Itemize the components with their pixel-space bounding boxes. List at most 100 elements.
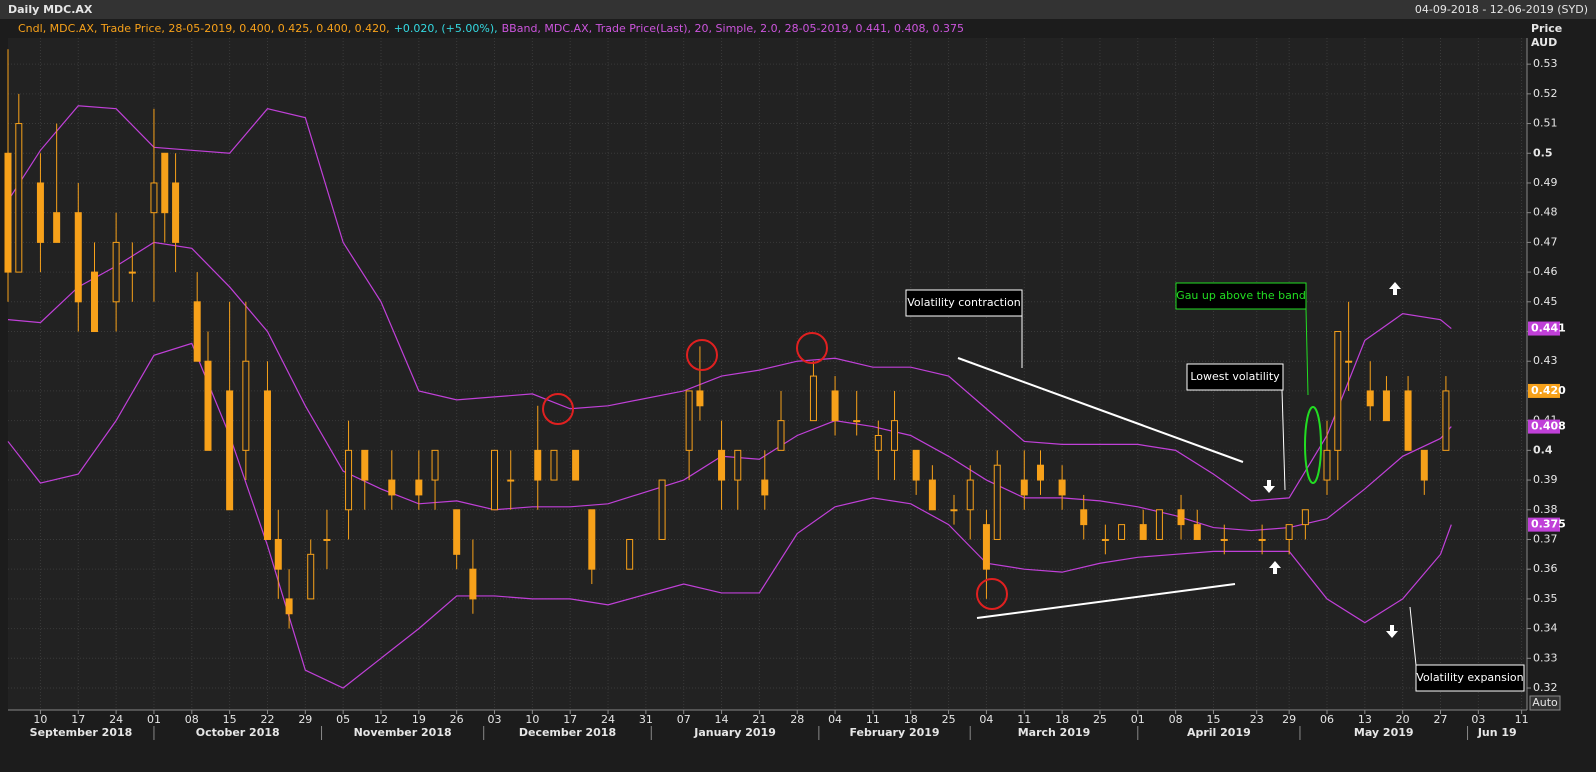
candle-body bbox=[696, 390, 704, 407]
x-tick-label: 25 bbox=[1093, 713, 1107, 726]
highlight-circle bbox=[796, 332, 828, 364]
candle-body bbox=[1301, 509, 1309, 526]
legend-entry: BBand, MDC.AX, Trade Price(Last), 20, Si… bbox=[502, 22, 964, 35]
candle-body bbox=[161, 152, 169, 214]
candle-body bbox=[74, 212, 82, 303]
candle-body bbox=[1058, 479, 1066, 496]
month-label: May 2019 bbox=[1354, 726, 1414, 739]
axis-title: Price bbox=[1531, 22, 1562, 35]
pointer-line bbox=[1281, 389, 1286, 491]
candle-body bbox=[1258, 538, 1266, 541]
x-tick-label: 18 bbox=[904, 713, 918, 726]
candle-body bbox=[112, 241, 120, 303]
candle-body bbox=[734, 449, 742, 481]
x-tick-label: 12 bbox=[374, 713, 388, 726]
legend-entry: +0.020, (+5.00%), bbox=[394, 22, 498, 35]
x-tick-label: 31 bbox=[639, 713, 653, 726]
y-tick-label: 0.33 bbox=[1533, 651, 1558, 664]
candle-body bbox=[1323, 449, 1331, 481]
header-bar bbox=[0, 0, 1596, 19]
price-marker bbox=[1528, 321, 1560, 336]
candle-body bbox=[1036, 464, 1044, 481]
x-tick-label: 03 bbox=[1471, 713, 1485, 726]
arrow-down bbox=[1386, 625, 1398, 638]
x-tick-label: 10 bbox=[33, 713, 47, 726]
band-upper bbox=[7, 105, 1452, 502]
x-tick-label: 11 bbox=[866, 713, 880, 726]
candle-body bbox=[1382, 390, 1390, 422]
axis-title: AUD bbox=[1531, 36, 1557, 49]
band-middle bbox=[7, 241, 1452, 532]
y-tick-label: 0.52 bbox=[1533, 87, 1558, 100]
x-tick-label: 06 bbox=[1320, 713, 1334, 726]
note-text: Gau up above the band bbox=[1176, 289, 1306, 302]
candle-body bbox=[242, 360, 250, 451]
scale-mode[interactable]: Auto bbox=[1532, 696, 1558, 709]
candle-body bbox=[966, 479, 974, 511]
y-tick-label: 0.35 bbox=[1533, 592, 1558, 605]
x-tick-label: 26 bbox=[450, 713, 464, 726]
candle-body bbox=[1118, 524, 1126, 540]
month-label: February 2019 bbox=[849, 726, 939, 739]
x-tick-label: 04 bbox=[828, 713, 842, 726]
candle-body bbox=[1334, 331, 1342, 451]
x-tick-label: 19 bbox=[412, 713, 426, 726]
y-tick-label: 0.5 bbox=[1533, 146, 1553, 159]
note-box bbox=[1415, 664, 1525, 692]
highlight-circle bbox=[976, 578, 1008, 610]
month-label: March 2019 bbox=[1018, 726, 1091, 739]
candle-body bbox=[831, 390, 839, 422]
price-marker-label: 0.375 bbox=[1531, 518, 1566, 531]
candle-body bbox=[361, 449, 369, 481]
price-marker-label: 0.441 bbox=[1531, 322, 1566, 335]
highlight-circle bbox=[542, 393, 574, 425]
x-tick-label: 01 bbox=[147, 713, 161, 726]
candle-body bbox=[658, 479, 666, 540]
candle-body bbox=[891, 420, 899, 451]
x-tick-label: 28 bbox=[790, 713, 804, 726]
month-label: September 2018 bbox=[30, 726, 133, 739]
x-tick-label: 10 bbox=[525, 713, 539, 726]
price-marker bbox=[1528, 419, 1560, 434]
x-tick-label: 01 bbox=[1131, 713, 1145, 726]
legend: Cndl, MDC.AX, Trade Price, 28-05-2019, 0… bbox=[18, 22, 964, 35]
candle-body bbox=[323, 538, 331, 541]
x-tick-label: 24 bbox=[601, 713, 615, 726]
candle-body bbox=[777, 420, 785, 451]
highlight-ellipse bbox=[1304, 406, 1322, 484]
candle-body bbox=[982, 524, 990, 570]
y-tick-label: 0.51 bbox=[1533, 117, 1558, 130]
y-tick-label: 0.4 bbox=[1533, 443, 1553, 456]
x-tick-label: 15 bbox=[223, 713, 237, 726]
x-tick-label: 25 bbox=[942, 713, 956, 726]
candle-body bbox=[128, 271, 136, 274]
y-tick-label: 0.48 bbox=[1533, 206, 1558, 219]
candle-body bbox=[90, 271, 98, 333]
pointer-line bbox=[1409, 606, 1417, 666]
candle-body bbox=[1193, 524, 1201, 540]
candle-body bbox=[1177, 509, 1185, 526]
band-lower bbox=[7, 342, 1452, 689]
candle-body bbox=[718, 449, 726, 481]
candle-body bbox=[1404, 390, 1412, 451]
candle-body bbox=[388, 479, 396, 496]
candle-body bbox=[534, 449, 542, 481]
candle-body bbox=[1220, 538, 1228, 541]
scale-mode-button[interactable] bbox=[1529, 695, 1561, 711]
date-range: 04-09-2018 - 12-06-2019 (SYD) bbox=[1415, 3, 1588, 16]
candle-body bbox=[507, 479, 515, 482]
x-tick-label: 29 bbox=[1282, 713, 1296, 726]
arrow-down bbox=[1263, 480, 1275, 493]
candle-body bbox=[453, 509, 461, 555]
candle-body bbox=[415, 479, 423, 496]
note-box bbox=[905, 289, 1023, 317]
x-tick-label: 24 bbox=[109, 713, 123, 726]
candle-body bbox=[345, 449, 353, 511]
x-tick-label: 21 bbox=[752, 713, 766, 726]
candle-body bbox=[1020, 479, 1028, 496]
pointer-line bbox=[1305, 308, 1309, 396]
x-tick-label: 05 bbox=[336, 713, 350, 726]
note-text: Volatility expansion bbox=[1416, 671, 1523, 684]
candle-body bbox=[809, 375, 817, 422]
